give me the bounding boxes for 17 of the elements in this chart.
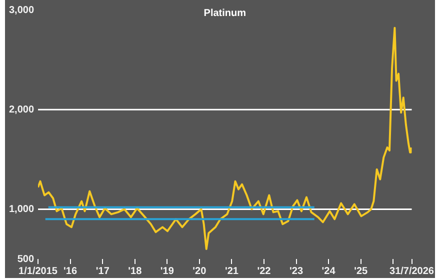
- y-tick-label: 2,000: [8, 104, 34, 116]
- x-tick-label: 1/1/2015: [18, 266, 58, 277]
- chart-title: Platinum: [204, 8, 246, 19]
- y-tick-label: 3,000: [8, 4, 34, 16]
- x-tick-label: '20: [192, 266, 207, 277]
- x-tick-label: '22: [257, 266, 272, 277]
- x-tick-label: '17: [96, 266, 110, 277]
- y-tick-label: 500: [17, 254, 34, 265]
- x-tick-label: 31/7/2026: [390, 266, 434, 277]
- x-tick-label: '19: [160, 266, 174, 277]
- y-tick-label: 1,000: [8, 204, 34, 215]
- x-tick-label: '21: [224, 266, 239, 277]
- x-tick-label: '16: [64, 266, 78, 277]
- x-tick-label: '25: [354, 266, 368, 277]
- x-tick-label: '18: [128, 266, 142, 277]
- x-tick-label: '24: [322, 266, 336, 277]
- x-tick-label: '23: [289, 266, 304, 277]
